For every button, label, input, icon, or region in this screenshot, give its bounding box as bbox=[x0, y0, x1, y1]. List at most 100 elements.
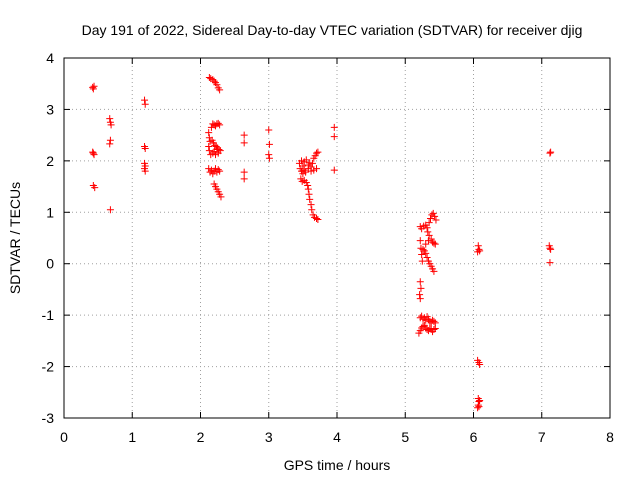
data-point bbox=[302, 168, 310, 176]
data-point bbox=[418, 250, 426, 258]
data-point bbox=[141, 167, 149, 175]
data-point bbox=[89, 83, 97, 91]
data-point bbox=[431, 212, 439, 220]
x-tick-label: 4 bbox=[333, 429, 341, 445]
y-tick-label: 1 bbox=[46, 204, 54, 220]
data-point bbox=[89, 149, 97, 157]
x-tick-label: 6 bbox=[470, 429, 478, 445]
y-tick-label: 2 bbox=[46, 153, 54, 169]
x-tick-label: 0 bbox=[60, 429, 68, 445]
data-point bbox=[214, 119, 222, 127]
data-point bbox=[313, 165, 321, 173]
data-point bbox=[547, 245, 555, 253]
data-point bbox=[213, 146, 221, 154]
data-point bbox=[416, 295, 424, 303]
data-point bbox=[91, 184, 99, 192]
data-point bbox=[216, 167, 224, 175]
data-point bbox=[430, 239, 438, 247]
data-point bbox=[546, 149, 554, 157]
data-point bbox=[416, 278, 424, 286]
y-tick-label: 0 bbox=[46, 256, 54, 272]
data-point bbox=[423, 254, 431, 262]
data-point bbox=[106, 115, 114, 123]
data-point bbox=[302, 156, 310, 164]
data-point bbox=[423, 224, 431, 232]
data-point bbox=[265, 126, 273, 134]
chart-title: Day 191 of 2022, Sidereal Day-to-day VTE… bbox=[82, 22, 583, 38]
data-point bbox=[141, 145, 149, 153]
data-point bbox=[214, 149, 222, 157]
x-tick-label: 8 bbox=[606, 429, 614, 445]
x-tick-label: 3 bbox=[265, 429, 273, 445]
data-point bbox=[217, 193, 225, 201]
x-tick-label: 7 bbox=[538, 429, 546, 445]
data-point bbox=[141, 100, 149, 108]
y-tick-label: -1 bbox=[42, 307, 55, 323]
data-point bbox=[240, 139, 248, 147]
data-point bbox=[240, 175, 248, 183]
data-point bbox=[422, 249, 430, 257]
data-point bbox=[265, 140, 273, 148]
data-point bbox=[213, 81, 221, 89]
data-point bbox=[418, 257, 426, 265]
data-point bbox=[424, 228, 432, 236]
data-point bbox=[90, 151, 98, 159]
data-point bbox=[430, 267, 438, 275]
data-point bbox=[216, 121, 224, 129]
data-point bbox=[89, 85, 97, 93]
data-point bbox=[330, 166, 338, 174]
data-point bbox=[307, 201, 315, 209]
data-point bbox=[425, 219, 433, 227]
grid-layer bbox=[64, 58, 610, 418]
data-point bbox=[205, 142, 213, 150]
data-point bbox=[476, 361, 484, 369]
data-point bbox=[304, 182, 312, 190]
data-point bbox=[546, 244, 554, 252]
data-point bbox=[425, 231, 433, 239]
data-point bbox=[141, 96, 149, 104]
data-point bbox=[210, 77, 218, 85]
data-point bbox=[474, 404, 482, 412]
y-tick-label: 3 bbox=[46, 101, 54, 117]
data-point bbox=[240, 168, 248, 176]
data-point bbox=[265, 151, 273, 159]
data-point bbox=[422, 240, 430, 248]
data-point bbox=[302, 178, 310, 186]
data-point bbox=[205, 129, 213, 137]
data-point bbox=[424, 237, 432, 245]
data-point bbox=[314, 215, 322, 223]
data-point bbox=[314, 148, 322, 156]
data-point bbox=[308, 159, 316, 167]
data-point bbox=[430, 317, 438, 325]
data-point bbox=[547, 148, 555, 156]
data-point bbox=[476, 247, 484, 255]
tick-layer: 0 1 2 3 4 5 6 7 8 -3 -2 -1 0 1 2 3 4 bbox=[42, 50, 615, 445]
data-point bbox=[216, 86, 224, 94]
data-point bbox=[419, 245, 427, 253]
data-point bbox=[330, 133, 338, 141]
data-point bbox=[107, 121, 115, 129]
data-point bbox=[265, 154, 273, 162]
data-point bbox=[313, 149, 321, 157]
y-tick-label: -2 bbox=[42, 359, 55, 375]
data-point bbox=[476, 397, 484, 405]
data-point bbox=[431, 325, 439, 333]
data-point bbox=[305, 190, 313, 198]
x-axis-label: GPS time / hours bbox=[284, 457, 391, 473]
data-point bbox=[304, 185, 312, 193]
data-point bbox=[432, 216, 440, 224]
data-point bbox=[475, 403, 483, 411]
data-point bbox=[429, 209, 437, 217]
data-points bbox=[89, 74, 555, 412]
y-tick-label: 4 bbox=[46, 50, 54, 66]
data-point bbox=[106, 136, 114, 144]
y-tick-label: -3 bbox=[42, 410, 55, 426]
x-tick-label: 5 bbox=[401, 429, 409, 445]
data-point bbox=[416, 291, 424, 299]
y-axis-label: SDTVAR / TECUs bbox=[7, 182, 23, 294]
data-point bbox=[416, 237, 424, 245]
x-tick-label: 2 bbox=[197, 429, 205, 445]
data-point bbox=[330, 123, 338, 131]
